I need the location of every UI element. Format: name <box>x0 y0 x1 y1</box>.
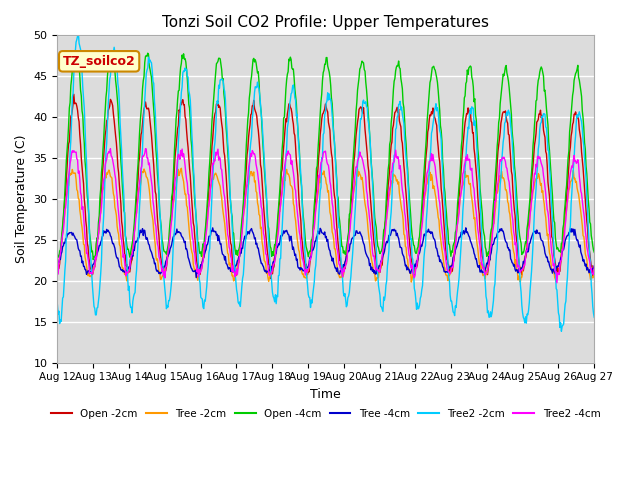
Tree -2cm <box>408 276 416 282</box>
Tree -2cm <box>63 191 71 196</box>
Tree2 -4cm <box>141 146 149 152</box>
Tree2 -2cm <box>392 126 399 132</box>
Open -2cm <box>63 164 71 169</box>
Tree2 -4cm <box>591 264 598 270</box>
Tree -4cm <box>63 233 71 239</box>
Tree2 -4cm <box>174 156 182 161</box>
Legend: Open -2cm, Tree -2cm, Open -4cm, Tree -4cm, Tree2 -2cm, Tree2 -4cm: Open -2cm, Tree -2cm, Open -4cm, Tree -4… <box>47 404 605 423</box>
Open -2cm <box>591 267 598 273</box>
Tree -2cm <box>173 176 180 181</box>
Tree -4cm <box>462 225 470 231</box>
Tree -4cm <box>118 267 126 273</box>
Open -4cm <box>203 207 211 213</box>
Open -2cm <box>54 270 61 276</box>
Line: Tree -2cm: Tree -2cm <box>58 168 595 282</box>
Tree -2cm <box>202 229 210 235</box>
Line: Tree2 -2cm: Tree2 -2cm <box>58 32 595 331</box>
Open -2cm <box>70 91 77 97</box>
Tree2 -4cm <box>202 231 210 237</box>
Tree2 -2cm <box>202 291 210 297</box>
Title: Tonzi Soil CO2 Profile: Upper Temperatures: Tonzi Soil CO2 Profile: Upper Temperatur… <box>163 15 490 30</box>
Open -2cm <box>119 236 127 241</box>
Open -4cm <box>408 232 416 238</box>
Open -4cm <box>120 208 128 214</box>
Tree -4cm <box>193 275 200 280</box>
Tree2 -2cm <box>119 180 127 186</box>
Tree -4cm <box>408 267 415 273</box>
Tree -2cm <box>54 269 61 275</box>
Tree2 -4cm <box>392 147 399 153</box>
Open -2cm <box>408 260 416 266</box>
Tree -4cm <box>202 247 210 252</box>
Tree -2cm <box>118 265 126 271</box>
Tree2 -4cm <box>63 187 71 193</box>
Line: Open -2cm: Open -2cm <box>58 94 595 278</box>
Tree2 -4cm <box>118 244 126 250</box>
Tree -4cm <box>173 226 180 232</box>
Open -4cm <box>392 64 400 70</box>
Open -2cm <box>174 126 182 132</box>
Tree2 -2cm <box>174 162 182 168</box>
Tree2 -2cm <box>74 29 82 35</box>
Tree -2cm <box>177 166 185 171</box>
Tree -4cm <box>54 263 61 269</box>
Y-axis label: Soil Temperature (C): Soil Temperature (C) <box>15 135 28 263</box>
Open -4cm <box>54 253 61 259</box>
Text: TZ_soilco2: TZ_soilco2 <box>63 55 136 68</box>
X-axis label: Time: Time <box>310 388 341 401</box>
Tree2 -4cm <box>553 280 561 286</box>
Tree2 -4cm <box>408 265 415 271</box>
Tree2 -4cm <box>54 260 61 265</box>
Tree2 -2cm <box>408 236 415 241</box>
Tree -2cm <box>591 266 598 272</box>
Open -4cm <box>72 48 80 54</box>
Tree -4cm <box>392 228 399 233</box>
Tree2 -2cm <box>54 302 61 308</box>
Tree2 -2cm <box>591 314 598 320</box>
Tree2 -2cm <box>557 328 565 334</box>
Tree -2cm <box>392 174 399 180</box>
Open -4cm <box>175 88 182 94</box>
Open -4cm <box>90 257 97 263</box>
Open -2cm <box>202 227 210 232</box>
Open -4cm <box>591 250 598 255</box>
Tree -4cm <box>591 263 598 269</box>
Open -2cm <box>392 107 400 113</box>
Open -4cm <box>63 147 71 153</box>
Open -2cm <box>267 276 275 281</box>
Tree -2cm <box>408 279 415 285</box>
Line: Tree2 -4cm: Tree2 -4cm <box>58 149 595 283</box>
Line: Tree -4cm: Tree -4cm <box>58 228 595 277</box>
Tree2 -2cm <box>63 228 71 234</box>
Line: Open -4cm: Open -4cm <box>58 51 595 260</box>
